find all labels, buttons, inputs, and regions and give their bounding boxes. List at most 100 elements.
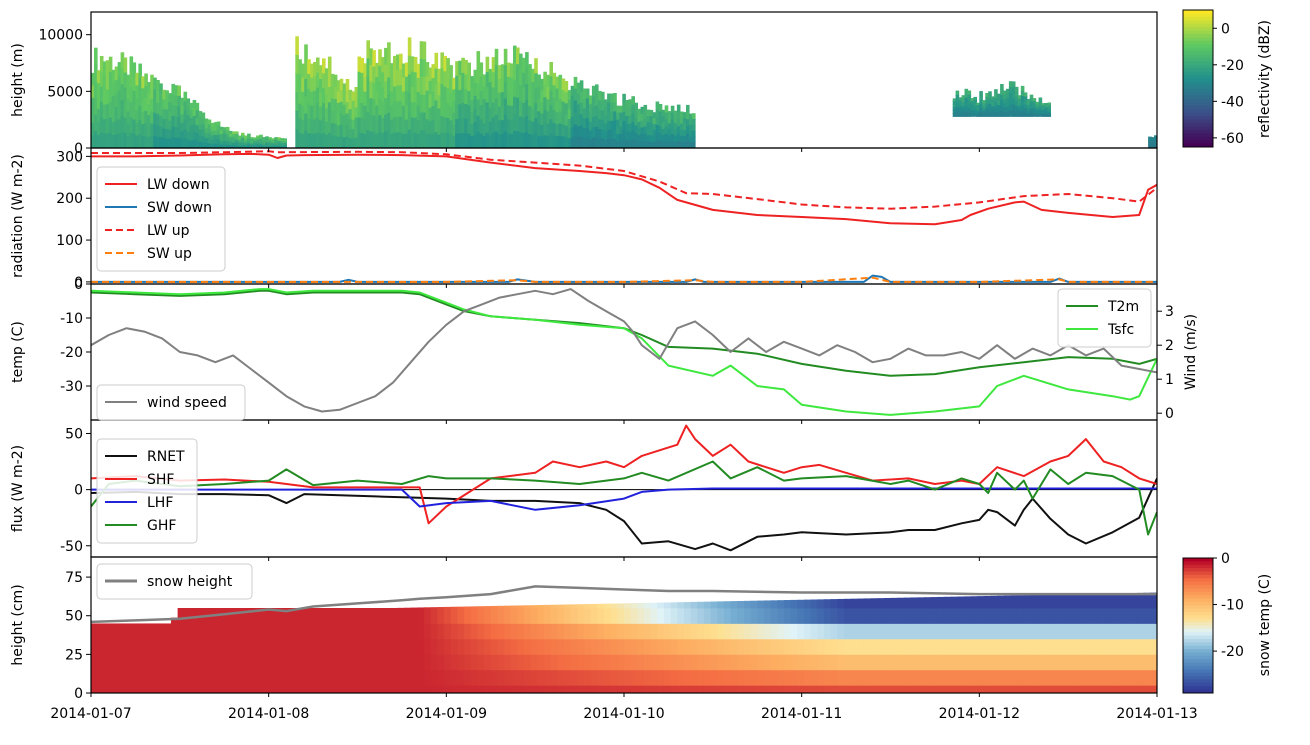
- echo-cell: [552, 135, 557, 148]
- snow-layer-cell: [1130, 685, 1138, 693]
- echo-cell: [506, 119, 511, 135]
- echo-cell: [1011, 104, 1016, 112]
- echo-cell: [357, 71, 362, 88]
- echo-cell: [1020, 106, 1025, 112]
- snow-layer-cell: [410, 685, 418, 693]
- echo-cell: [360, 57, 365, 74]
- snow-layer-cell: [770, 654, 778, 671]
- echo-cell: [1041, 109, 1046, 113]
- echo-cell: [150, 135, 154, 148]
- echo-cell: [585, 128, 590, 139]
- snow-layer-cell: [630, 669, 638, 686]
- echo-cell: [216, 134, 221, 140]
- snow-layer-cell: [717, 638, 725, 655]
- snow-temperature-field: [91, 585, 1157, 693]
- echo-cell: [610, 93, 614, 104]
- snow-layer-cell: [444, 638, 452, 655]
- snow-layer-cell: [837, 623, 845, 640]
- echo-cell: [381, 72, 385, 88]
- echo-cell: [183, 138, 188, 148]
- snow-layer-cell: [350, 623, 358, 640]
- snow-layer-cell: [630, 638, 638, 655]
- echo-cell: [476, 67, 481, 84]
- echo-cell: [482, 111, 487, 125]
- snow-layer-cell: [1083, 669, 1091, 686]
- snow-layer-cell: [737, 623, 745, 640]
- snow-layer-cell: [497, 638, 505, 655]
- echo-cell: [988, 103, 992, 109]
- echo-cell: [144, 135, 148, 148]
- echo-cell: [225, 126, 230, 131]
- echo-cell: [595, 95, 599, 107]
- snow-layer-cell: [377, 669, 385, 686]
- snow-layer-cell: [404, 638, 412, 655]
- snow-layer-cell: [1103, 623, 1111, 640]
- colorbar-tick-label: -10: [1221, 598, 1244, 614]
- snow-layer-cell: [877, 654, 885, 671]
- snow-layer-cell: [770, 669, 778, 686]
- snow-layer-cell: [1010, 623, 1018, 640]
- snow-layer-cell: [564, 654, 572, 671]
- echo-cell: [628, 115, 632, 125]
- echo-cell: [622, 102, 626, 113]
- snow-layer-cell: [1123, 638, 1131, 655]
- snow-layer-cell: [1103, 669, 1111, 686]
- snow-layer-cell: [817, 599, 825, 609]
- legend-label: Tsfc: [1107, 322, 1134, 338]
- echo-cell: [345, 125, 350, 138]
- snow-layer-cell: [104, 669, 112, 686]
- snow-layer-cell: [537, 638, 545, 655]
- echo-cell: [250, 138, 254, 142]
- echo-cell: [310, 63, 314, 79]
- echo-cell: [313, 76, 317, 92]
- snow-layer-cell: [470, 608, 478, 624]
- snow-layer-cell: [850, 669, 858, 686]
- echo-cell: [476, 51, 481, 68]
- snow-layer-cell: [530, 654, 538, 671]
- y2-tick-label: 0: [1165, 406, 1174, 422]
- echo-cell: [613, 93, 617, 103]
- snow-layer-cell: [304, 685, 312, 693]
- snow-layer-cell: [130, 669, 139, 686]
- echo-cell: [238, 139, 242, 143]
- echo-cell: [434, 100, 439, 117]
- echo-cell: [410, 117, 415, 134]
- snow-layer-cell: [457, 623, 465, 640]
- snow-layer-cell: [830, 599, 838, 609]
- snow-layer-cell: [357, 608, 365, 624]
- echo-cell: [464, 133, 468, 148]
- snow-layer-cell: [91, 654, 99, 671]
- echo-cell: [991, 96, 995, 101]
- snow-layer-cell: [397, 638, 405, 655]
- echo-cell: [354, 97, 359, 108]
- echo-cell: [991, 106, 995, 111]
- echo-cell: [120, 68, 125, 85]
- echo-cell: [256, 137, 260, 141]
- snow-layer-cell: [330, 638, 339, 655]
- snow-layer-cell: [637, 685, 645, 693]
- snow-layer-cell: [1077, 654, 1085, 671]
- echo-cell: [652, 142, 657, 148]
- echo-cell: [404, 76, 409, 92]
- snow-layer-cell: [324, 669, 332, 686]
- snow-layer-cell: [530, 685, 538, 693]
- snow-layer-cell: [444, 608, 452, 624]
- snow-layer-cell: [117, 623, 125, 640]
- snow-layer-cell: [963, 623, 971, 640]
- echo-cell: [324, 134, 329, 148]
- snow-layer-cell: [863, 623, 872, 640]
- echo-cell: [363, 91, 367, 107]
- echo-cell: [425, 105, 430, 120]
- echo-cell: [333, 86, 338, 100]
- snow-layer-cell: [1083, 608, 1091, 624]
- echo-cell: [985, 93, 989, 98]
- snow-layer-cell: [937, 654, 945, 671]
- echo-cell: [235, 145, 239, 148]
- snow-layer-cell: [783, 685, 792, 693]
- echo-cell: [99, 132, 104, 148]
- echo-cell: [973, 103, 977, 108]
- echo-cell: [604, 99, 608, 109]
- echo-cell: [94, 64, 98, 82]
- snow-layer-cell: [743, 669, 752, 686]
- snow-layer-cell: [350, 638, 358, 655]
